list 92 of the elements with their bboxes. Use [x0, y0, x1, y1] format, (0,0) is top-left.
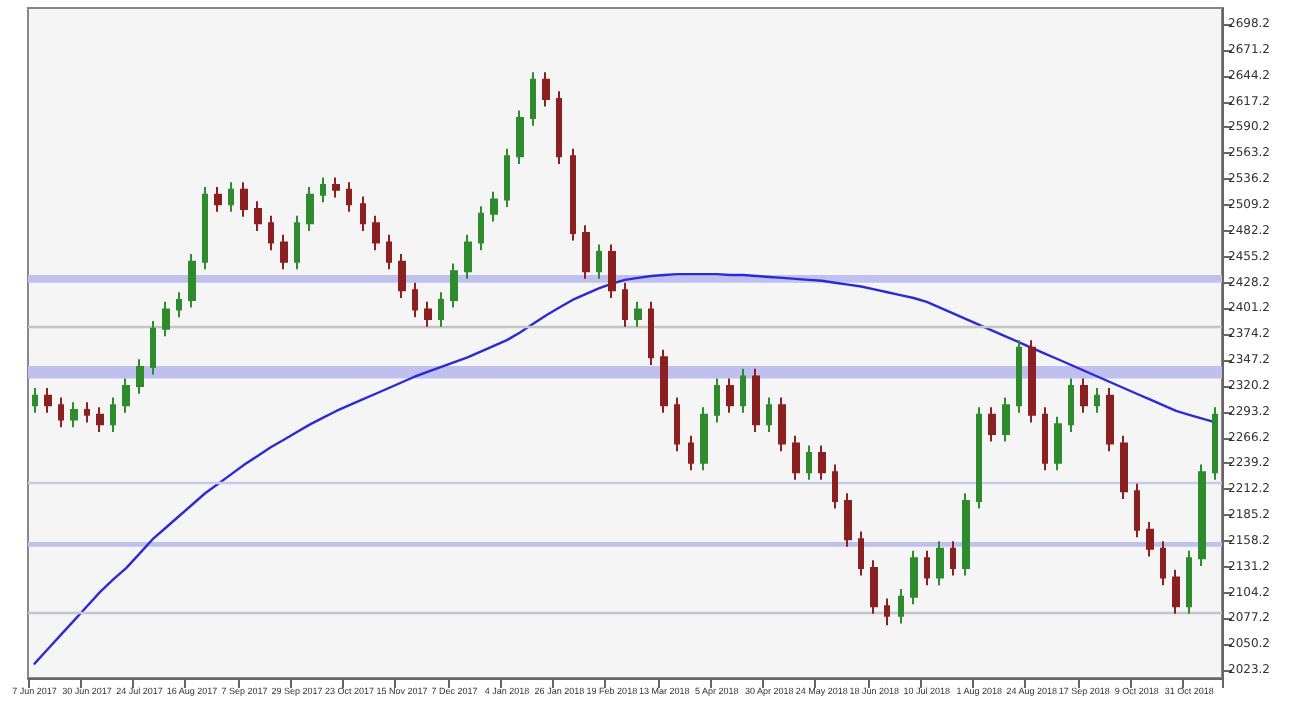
candlestick [648, 300, 654, 367]
candlestick [962, 492, 970, 577]
candlestick [150, 319, 156, 376]
candlestick [976, 406, 982, 510]
candlestick [1068, 377, 1074, 434]
candlestick [70, 401, 78, 429]
candlestick [1080, 377, 1088, 414]
candlestick [332, 176, 340, 199]
candlestick [688, 434, 694, 472]
candlestick [556, 90, 562, 166]
candlestick [950, 540, 956, 577]
candlestick [674, 396, 680, 453]
candlestick [176, 291, 182, 319]
candlestick [96, 406, 104, 434]
candlestick [778, 396, 786, 453]
candlestick [188, 252, 196, 309]
candlestick [478, 205, 484, 252]
candlestick [464, 233, 472, 280]
candlestick [44, 386, 52, 414]
candlestick [1160, 540, 1166, 587]
line-series [33, 272, 1217, 665]
candlestick [516, 109, 524, 166]
candlestick [32, 386, 38, 414]
candlestick [608, 243, 616, 300]
candlestick [268, 214, 274, 252]
candlestick [832, 463, 838, 510]
candlestick [306, 185, 314, 233]
candlestick [818, 444, 826, 481]
candlestick [1146, 520, 1154, 558]
candlestick [110, 396, 116, 434]
candlestick [136, 358, 144, 395]
candlestick [660, 348, 668, 414]
candlestick [1120, 434, 1128, 501]
candlestick [1042, 406, 1048, 472]
candlestick [924, 549, 930, 587]
candlestick [714, 377, 720, 424]
candlestick [202, 185, 208, 271]
candlestick [450, 262, 458, 309]
candlestick [740, 367, 746, 414]
candlestick [792, 434, 800, 481]
candlestick [582, 224, 590, 280]
candlestick [438, 291, 444, 328]
candlestick [162, 300, 170, 338]
candlestick [1212, 406, 1218, 481]
candlestick [228, 181, 234, 213]
candlestick [214, 185, 222, 213]
candlestick [280, 233, 288, 271]
candlestick [1134, 482, 1140, 539]
candlestick [634, 300, 642, 328]
candlestick [596, 243, 602, 280]
candlestick [424, 300, 432, 328]
candlestick [1198, 463, 1206, 568]
candlestick [752, 367, 760, 434]
candlestick [398, 252, 406, 300]
candlestick [294, 214, 300, 271]
candlestick [372, 214, 380, 252]
candlestick [530, 71, 536, 127]
candlestick [870, 559, 878, 615]
candlestick [1016, 339, 1022, 414]
candlestick [700, 406, 708, 472]
candlestick [122, 377, 130, 414]
candlestick [254, 200, 262, 233]
candlestick [84, 401, 90, 424]
candlestick [542, 71, 550, 108]
candlestick [1028, 339, 1036, 424]
candlestick [360, 195, 366, 233]
candlestick [1172, 568, 1180, 615]
candlestick [58, 396, 64, 429]
candlestick [504, 147, 510, 209]
candlestick [936, 540, 944, 587]
candlestick [858, 530, 864, 577]
candlestick [910, 549, 918, 606]
candlestick [320, 176, 326, 204]
candlestick [490, 190, 498, 223]
candlestick [412, 281, 418, 319]
candlestick [988, 406, 996, 443]
candlestick [1094, 386, 1100, 414]
candlestick [386, 233, 392, 271]
candlestick [884, 597, 890, 627]
candlestick [570, 147, 576, 242]
candlestick [622, 281, 628, 328]
candlestick [1186, 549, 1192, 615]
candlestick [240, 181, 248, 218]
candlestick [346, 181, 352, 213]
candlestick [1106, 386, 1114, 453]
candlestick [766, 396, 772, 434]
candlestick [1054, 415, 1062, 472]
candlestick [726, 377, 734, 414]
candlestick [844, 492, 852, 548]
candlestick [1002, 396, 1010, 443]
candlestick [898, 587, 904, 625]
candlestick [806, 444, 812, 481]
